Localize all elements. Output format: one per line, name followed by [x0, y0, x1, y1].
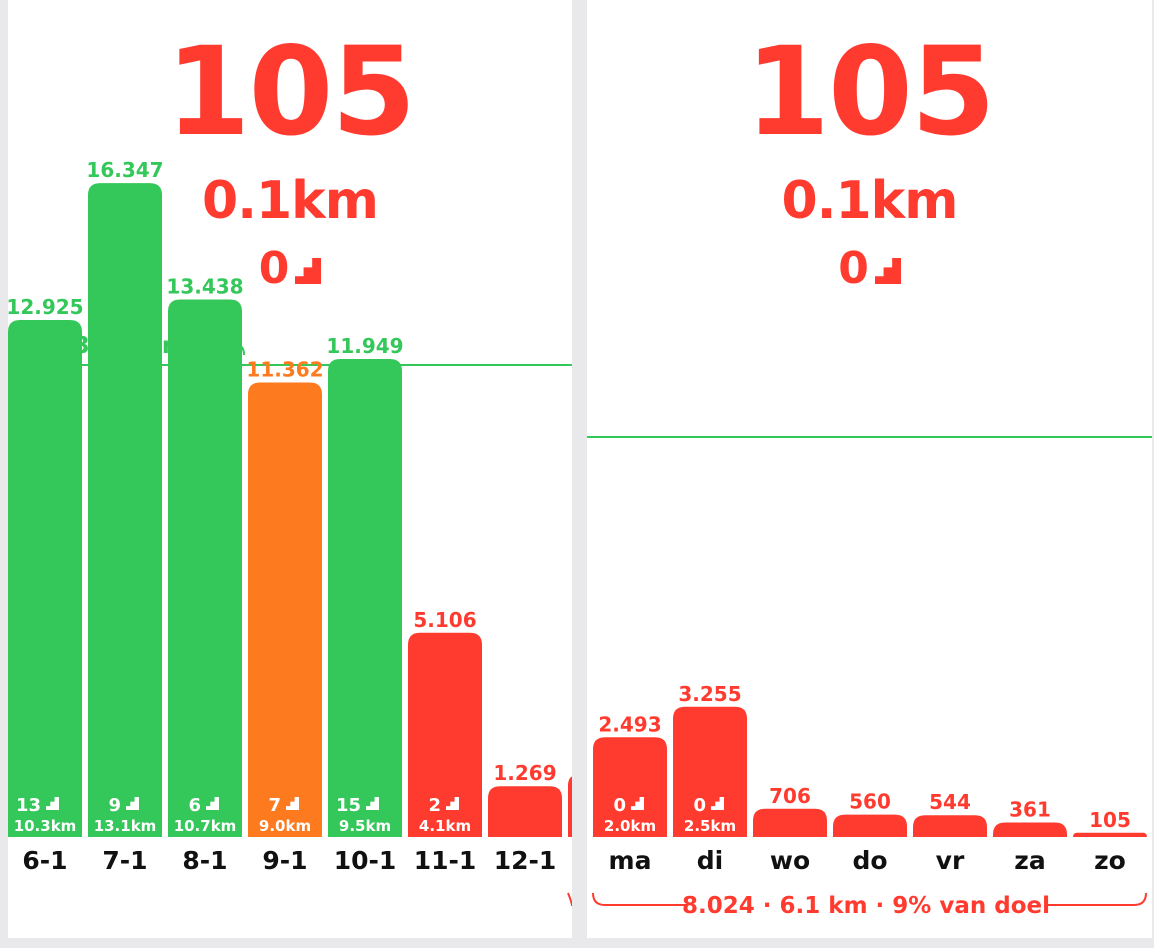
stairs-icon — [46, 797, 59, 810]
x-tick-label: 6-1 — [22, 846, 67, 875]
stairs-icon — [295, 258, 322, 284]
streak-bracket — [184, 344, 245, 356]
bar — [753, 808, 827, 837]
x-tick-label: 8-1 — [182, 846, 227, 875]
distance-label: 10.7km — [174, 817, 237, 835]
value-label: 544 — [929, 790, 971, 814]
bar — [1073, 832, 1147, 837]
stairs-count: 13 — [16, 795, 41, 816]
today-steps: 105 — [165, 21, 417, 163]
bar — [993, 822, 1067, 837]
stairs-count: 9 — [108, 795, 121, 816]
today-stairs-value: 0 — [258, 243, 290, 294]
stairs-count: 15 — [336, 795, 361, 816]
value-label: 706 — [769, 784, 811, 808]
value-label: 361 — [1009, 798, 1051, 822]
bar — [673, 706, 747, 837]
distance-label: 9.5km — [339, 817, 391, 835]
today-steps: 105 — [745, 21, 996, 163]
x-tick-label: vr — [936, 846, 965, 875]
x-tick-label: za — [1014, 846, 1045, 875]
stairs-count: 0 — [693, 795, 706, 816]
day-panel: 105 0.1km 0 12.925 6-1 13 10.3km 16.347 7-1 9 1… — [8, 0, 572, 938]
x-tick-label: di — [697, 846, 723, 875]
bar — [248, 382, 322, 837]
bar — [168, 299, 242, 838]
bar — [8, 320, 82, 837]
streak-label: 3 dagen — [74, 333, 178, 359]
x-tick-label: 10-1 — [334, 846, 397, 875]
bar — [488, 786, 562, 837]
distance-label: 2.0km — [604, 817, 656, 835]
x-tick-label: 11-1 — [414, 846, 477, 875]
distance-label: 9.0km — [259, 817, 311, 835]
stairs-count: 2 — [428, 795, 441, 816]
week-summary: 8.024 · 6.1 km · 9% van doel — [682, 893, 1050, 919]
value-label: 105 — [1089, 808, 1131, 832]
value-label: 11.949 — [326, 334, 403, 358]
today-distance: 0.1km — [202, 171, 379, 231]
bar — [408, 632, 482, 837]
week-bracket-right — [1045, 892, 1147, 906]
x-tick-label: 12-1 — [494, 846, 557, 875]
x-tick-label: ma — [609, 846, 652, 875]
stairs-count: 7 — [268, 795, 281, 816]
bar — [913, 815, 987, 837]
stairs-icon — [874, 258, 901, 284]
x-tick-label: wo — [770, 846, 810, 875]
stairs-icon — [366, 797, 379, 810]
today-distance: 0.1km — [781, 171, 959, 231]
distance-label: 2.5km — [684, 817, 736, 835]
value-label: 5.106 — [413, 608, 476, 632]
distance-label: 4.1km — [419, 817, 471, 835]
distance-label: 13.1km — [94, 817, 157, 835]
week-bracket-left — [592, 892, 687, 906]
bar — [88, 183, 162, 837]
value-label: 560 — [849, 790, 891, 814]
weekly-steps-chart: 2.493ma02.0km3.255di02.5km706wo560do544v… — [587, 436, 1152, 919]
today-stairs-value: 0 — [838, 243, 869, 294]
value-label: 12.925 — [8, 295, 84, 319]
bar — [593, 737, 667, 837]
x-tick-label: 9-1 — [262, 846, 307, 875]
stairs-count: 6 — [188, 795, 201, 816]
x-tick-label: zo — [1094, 846, 1126, 875]
stairs-icon — [446, 797, 459, 810]
value-label: 11.362 — [246, 358, 323, 382]
bar — [833, 814, 907, 837]
value-label: 2.493 — [598, 712, 661, 736]
stairs-icon — [631, 797, 644, 810]
stairs-icon — [286, 797, 299, 810]
stairs-icon — [126, 797, 139, 810]
distance-label: 10.3km — [14, 817, 77, 835]
value-label: 3.255 — [678, 682, 741, 706]
bar — [568, 776, 572, 837]
week-bracket-tail — [567, 892, 572, 907]
today-stairs: 0 — [8, 242, 572, 296]
bar — [328, 359, 402, 837]
stairs-icon — [206, 797, 219, 810]
x-tick-label: 7-1 — [102, 846, 147, 875]
stairs-count: 0 — [613, 795, 626, 816]
value-label: 16.347 — [86, 158, 163, 182]
value-label: 1.269 — [493, 761, 556, 785]
stairs-icon — [711, 797, 724, 810]
x-tick-label: do — [852, 846, 887, 875]
week-panel: 105 0.1km 0 2.493 ma 0 2.0km 3.255 di 0 2.5km 70… — [587, 0, 1152, 938]
value-label: 13.438 — [166, 274, 243, 298]
today-stairs: 0 — [587, 242, 1152, 296]
